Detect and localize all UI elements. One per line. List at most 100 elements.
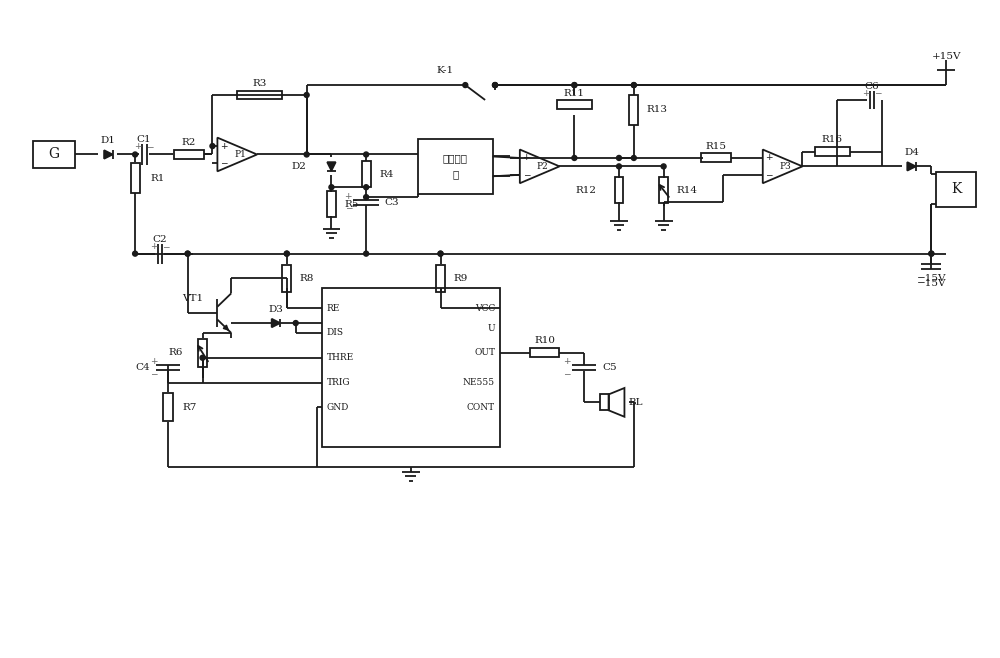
Circle shape bbox=[572, 83, 577, 88]
Text: −: − bbox=[146, 142, 154, 151]
Circle shape bbox=[661, 164, 666, 169]
Text: R4: R4 bbox=[379, 170, 393, 179]
Circle shape bbox=[293, 320, 298, 326]
Text: D1: D1 bbox=[101, 136, 116, 145]
Text: VT1: VT1 bbox=[182, 293, 203, 303]
Text: −: − bbox=[150, 369, 158, 378]
Text: CONT: CONT bbox=[467, 403, 495, 412]
Text: −: − bbox=[874, 89, 882, 97]
Text: R7: R7 bbox=[183, 403, 197, 412]
Text: +: + bbox=[765, 153, 773, 163]
Bar bbox=[436, 265, 445, 292]
Text: +15V: +15V bbox=[931, 52, 961, 61]
Text: R2: R2 bbox=[181, 138, 196, 147]
Text: +: + bbox=[134, 142, 142, 151]
Text: 路: 路 bbox=[452, 170, 459, 179]
Text: +: + bbox=[523, 153, 530, 163]
Circle shape bbox=[617, 155, 621, 161]
Text: R15: R15 bbox=[706, 141, 727, 151]
Text: R14: R14 bbox=[676, 186, 697, 195]
Circle shape bbox=[929, 251, 934, 256]
Text: +: + bbox=[345, 191, 352, 201]
Circle shape bbox=[631, 83, 636, 88]
Circle shape bbox=[438, 251, 443, 256]
Text: +: + bbox=[862, 89, 870, 97]
Circle shape bbox=[364, 185, 369, 190]
Text: R3: R3 bbox=[252, 78, 267, 88]
Text: P1: P1 bbox=[234, 150, 246, 159]
Circle shape bbox=[463, 83, 468, 88]
Text: −15V: −15V bbox=[917, 279, 946, 288]
Circle shape bbox=[493, 83, 498, 88]
Text: R10: R10 bbox=[534, 336, 555, 345]
Bar bbox=[418, 139, 493, 193]
Text: R16: R16 bbox=[822, 135, 843, 144]
Text: R8: R8 bbox=[300, 274, 314, 283]
Bar bbox=[163, 393, 173, 421]
Circle shape bbox=[493, 83, 498, 88]
Bar bbox=[701, 153, 731, 163]
Circle shape bbox=[200, 355, 205, 360]
Bar bbox=[815, 147, 850, 156]
Text: R1: R1 bbox=[150, 174, 164, 183]
Polygon shape bbox=[272, 319, 280, 327]
Text: R5: R5 bbox=[344, 199, 359, 209]
Circle shape bbox=[329, 185, 334, 190]
Text: G: G bbox=[48, 147, 59, 161]
Text: −15V: −15V bbox=[917, 274, 946, 283]
Text: C1: C1 bbox=[137, 135, 151, 144]
Text: +: + bbox=[563, 357, 570, 367]
Text: +: + bbox=[150, 357, 158, 367]
Text: +: + bbox=[150, 242, 158, 251]
Circle shape bbox=[185, 251, 190, 256]
Text: P2: P2 bbox=[537, 162, 549, 171]
Text: D2: D2 bbox=[292, 162, 307, 171]
Bar bbox=[530, 348, 559, 357]
Text: BL: BL bbox=[629, 398, 643, 407]
Bar bbox=[198, 339, 207, 367]
Text: R12: R12 bbox=[575, 186, 596, 195]
Bar bbox=[362, 161, 371, 188]
Bar bbox=[237, 91, 282, 99]
Circle shape bbox=[133, 152, 138, 157]
Polygon shape bbox=[104, 150, 113, 159]
Polygon shape bbox=[327, 162, 336, 170]
Text: −: − bbox=[220, 159, 228, 167]
Text: −: − bbox=[765, 170, 773, 180]
Text: DIS: DIS bbox=[326, 328, 343, 338]
Circle shape bbox=[929, 251, 934, 256]
Bar bbox=[282, 265, 291, 292]
Text: −: − bbox=[162, 242, 170, 251]
Circle shape bbox=[572, 83, 577, 88]
Circle shape bbox=[304, 152, 309, 157]
Text: D3: D3 bbox=[268, 305, 283, 314]
Text: K-1: K-1 bbox=[437, 66, 454, 75]
Text: C6: C6 bbox=[865, 82, 879, 91]
Bar bbox=[131, 163, 140, 193]
Circle shape bbox=[185, 251, 190, 256]
Bar bbox=[327, 191, 336, 217]
Text: OUT: OUT bbox=[474, 348, 495, 357]
Circle shape bbox=[210, 143, 215, 149]
Text: D4: D4 bbox=[904, 148, 919, 157]
Text: NE555: NE555 bbox=[463, 378, 495, 387]
Text: C5: C5 bbox=[602, 363, 617, 372]
Circle shape bbox=[572, 155, 577, 161]
Bar bbox=[33, 141, 75, 168]
Circle shape bbox=[304, 93, 309, 97]
Circle shape bbox=[438, 251, 443, 256]
Text: +: + bbox=[220, 141, 228, 151]
Bar bbox=[659, 177, 668, 203]
Circle shape bbox=[617, 164, 621, 169]
Circle shape bbox=[364, 251, 369, 256]
Text: C2: C2 bbox=[153, 236, 167, 244]
Bar bbox=[600, 394, 609, 411]
Text: U: U bbox=[487, 324, 495, 332]
Bar bbox=[615, 177, 623, 203]
Bar bbox=[174, 150, 204, 159]
Text: R13: R13 bbox=[647, 105, 668, 114]
Bar bbox=[629, 95, 638, 125]
Text: K: K bbox=[951, 182, 961, 196]
Polygon shape bbox=[907, 162, 916, 170]
Text: R9: R9 bbox=[453, 274, 468, 283]
